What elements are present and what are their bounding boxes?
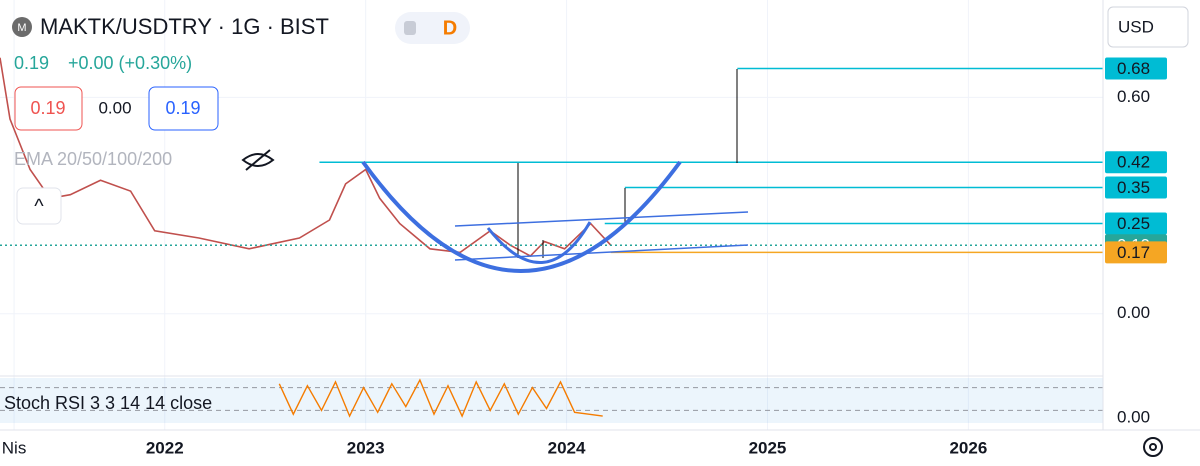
- handle-curve: [486, 221, 592, 265]
- toggle-icon: [404, 21, 416, 35]
- stoch-pane: 0.00 Stoch RSI 3 3 14 14 close: [0, 378, 1150, 426]
- collapse-button[interactable]: [16, 187, 62, 225]
- y-tick-label: 0.00: [1117, 303, 1150, 322]
- stoch-title: Stoch RSI 3 3 14 14 close: [4, 393, 212, 413]
- logo: [12, 17, 32, 37]
- x-tick-label: Nis: [2, 438, 27, 457]
- settings-icon-center: [1149, 443, 1157, 451]
- price-label-box: [1105, 212, 1167, 235]
- drawings: [361, 69, 749, 273]
- price-label: 0.42: [1117, 153, 1150, 172]
- last-price: 0.19: [14, 53, 49, 73]
- x-tick-label: 2022: [146, 438, 184, 457]
- x-tick-label: 2025: [749, 438, 787, 457]
- price-label-box: [1105, 57, 1167, 80]
- trend-line: [454, 244, 749, 261]
- symbol-title[interactable]: MAKTK/USDTRY · 1G · BIST: [40, 14, 329, 39]
- price-label-box: [1105, 176, 1167, 199]
- y-tick-label: 0.60: [1117, 87, 1150, 106]
- price-label-box: [1105, 241, 1167, 264]
- spread: 0.00: [98, 98, 131, 117]
- price-label: 0.68: [1117, 59, 1150, 78]
- x-tick-label: 2026: [949, 438, 987, 457]
- price-label: 0.35: [1117, 178, 1150, 197]
- settings-icon[interactable]: [1143, 437, 1163, 457]
- trend-line: [454, 211, 749, 227]
- x-tick-label: 2024: [548, 438, 586, 457]
- buy-price[interactable]: 0.19: [165, 98, 200, 118]
- price-label: 0.25: [1117, 214, 1150, 233]
- hide-icon[interactable]: [241, 149, 275, 171]
- price-label-box: [1105, 151, 1167, 174]
- mode-toggle[interactable]: [395, 12, 470, 44]
- cup-curve: [361, 160, 682, 273]
- sell-price[interactable]: 0.19: [30, 98, 65, 118]
- x-tick-label: 2023: [347, 438, 385, 457]
- indicator-label[interactable]: EMA 20/50/100/200: [14, 149, 172, 169]
- logo-text: M: [17, 22, 26, 34]
- sell-button[interactable]: [14, 86, 83, 131]
- currency-button[interactable]: [1107, 6, 1189, 48]
- price-line: [278, 378, 603, 418]
- buy-button[interactable]: [148, 86, 219, 131]
- price-label: 0.17: [1117, 243, 1150, 262]
- price-change: +0.00 (+0.30%): [68, 53, 192, 73]
- axes: Nis 2022 2023 2024 2025 2026 0.00 0.60 0.68 0.42 0…: [2, 57, 1167, 457]
- currency-label[interactable]: USD: [1118, 17, 1154, 36]
- mode-label[interactable]: D: [443, 17, 457, 39]
- y-tick-label: 0.00: [1117, 407, 1150, 426]
- collapse-icon[interactable]: ^: [34, 195, 44, 217]
